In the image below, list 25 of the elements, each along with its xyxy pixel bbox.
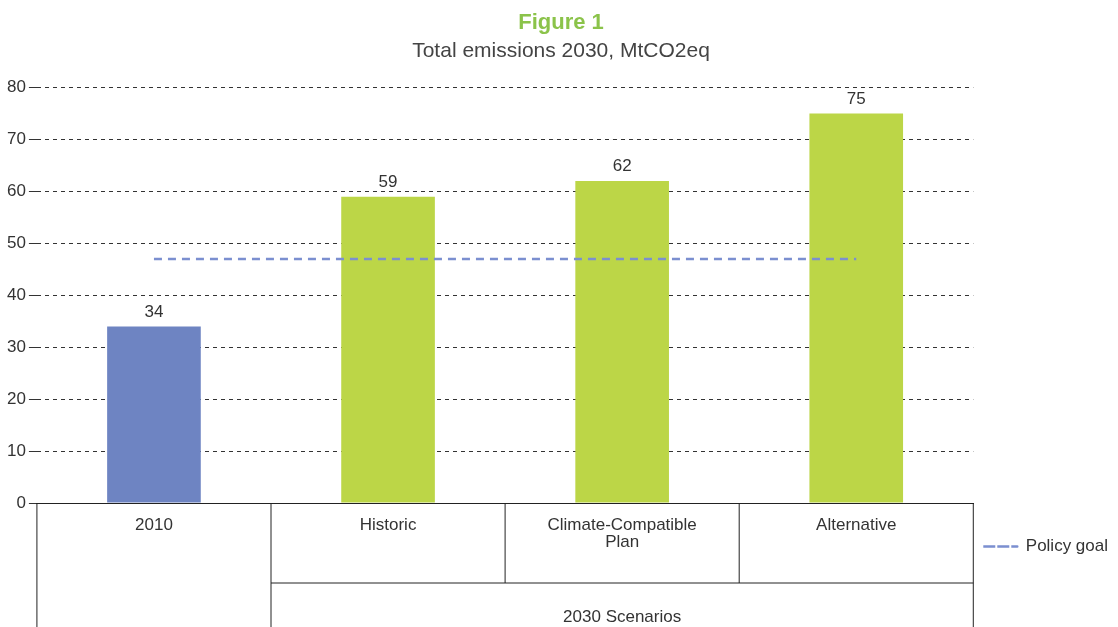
y-tick-label: 50 (6, 233, 26, 253)
text: 2030 Scenarios (563, 607, 682, 627)
bar (809, 113, 904, 503)
data-label: 62 (612, 156, 632, 176)
y-tick-label: 60 (6, 181, 26, 201)
legend-label: Policy goal (1025, 536, 1109, 556)
y-tick-label: 20 (6, 388, 26, 408)
chart-title: Figure 1 (518, 9, 604, 35)
bar (575, 181, 669, 503)
y-tick-label: 70 (6, 129, 26, 149)
data-label: 34 (144, 301, 164, 321)
data-label: 59 (378, 171, 398, 191)
x-tick-label: Alternative (816, 515, 897, 535)
data-label: 75 (846, 88, 866, 108)
x-tick-label: 2010 (135, 515, 173, 535)
y-tick-label: 10 (6, 440, 26, 460)
x-tick-label: Historic (359, 515, 417, 535)
y-tick-label: 30 (6, 336, 26, 356)
bar (107, 326, 201, 503)
x-tick-label: Climate-Compatible Plan (547, 515, 697, 552)
bar (341, 196, 435, 503)
y-tick-label: 80 (6, 77, 26, 97)
chart-subtitle: Total emissions 2030, MtCO2eq (412, 37, 710, 61)
y-tick-label: 40 (6, 284, 26, 304)
y-tick-label: 0 (16, 492, 26, 512)
